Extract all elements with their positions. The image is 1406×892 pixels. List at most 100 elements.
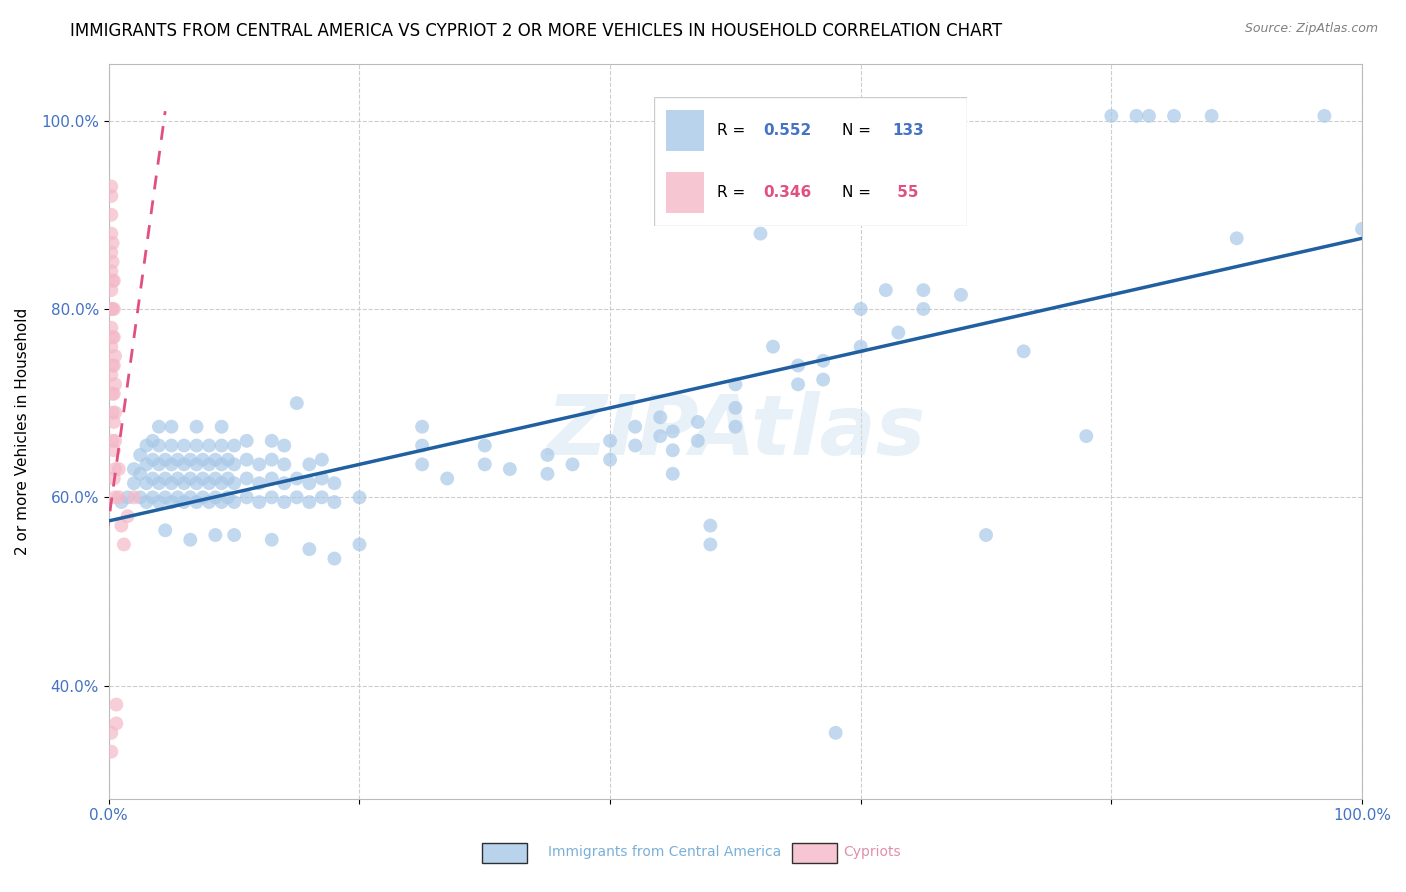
Point (699, 518, 721, 533)
Point (104, 349, 127, 363)
Point (160, 419, 183, 434)
Point (1313, 109, 1336, 123)
Point (824, 726, 846, 740)
Point (100, 208, 122, 222)
Point (912, 283, 935, 297)
Point (875, 283, 897, 297)
Point (105, 698, 128, 712)
Point (179, 491, 201, 505)
Point (155, 452, 177, 467)
Point (311, 452, 333, 467)
Point (148, 495, 170, 509)
Point (191, 491, 214, 505)
Point (224, 528, 246, 542)
Point (173, 458, 195, 472)
Point (155, 491, 177, 505)
Point (105, 716, 128, 731)
Point (148, 458, 170, 472)
Point (624, 438, 647, 452)
Point (142, 471, 165, 485)
Point (724, 401, 747, 415)
Point (599, 452, 621, 467)
Point (101, 274, 124, 288)
Point (247, 458, 270, 472)
Point (101, 359, 124, 373)
Point (661, 425, 683, 439)
Point (179, 533, 201, 547)
Point (650, 410, 672, 425)
Point (101, 301, 124, 316)
Point (160, 495, 183, 509)
Point (104, 377, 127, 392)
Point (699, 537, 721, 551)
Point (298, 542, 321, 557)
Point (100, 264, 122, 278)
Point (155, 524, 177, 538)
Point (129, 491, 152, 505)
Point (298, 458, 321, 472)
Point (100, 227, 122, 241)
Point (349, 537, 371, 551)
Point (1012, 344, 1035, 359)
Point (1201, 109, 1223, 123)
Point (311, 491, 333, 505)
Point (323, 476, 346, 491)
Point (135, 438, 157, 452)
Point (974, 528, 997, 542)
Point (142, 434, 165, 448)
Point (198, 476, 221, 491)
Point (179, 471, 201, 485)
Point (112, 537, 135, 551)
Point (104, 462, 127, 476)
Point (224, 438, 246, 452)
Point (179, 452, 201, 467)
Point (1125, 109, 1147, 123)
Point (273, 476, 295, 491)
Point (260, 471, 283, 485)
Point (135, 458, 157, 472)
Point (101, 330, 124, 344)
Point (661, 467, 683, 481)
Point (142, 491, 165, 505)
Point (186, 419, 208, 434)
Point (101, 255, 124, 269)
Point (811, 353, 834, 368)
Point (474, 438, 496, 452)
Point (762, 340, 785, 354)
Point (1076, 429, 1098, 443)
Point (260, 452, 283, 467)
Point (686, 434, 709, 448)
Point (101, 434, 124, 448)
Point (849, 301, 872, 316)
Point (787, 359, 810, 373)
Point (103, 359, 125, 373)
Point (160, 458, 183, 472)
Point (561, 458, 583, 472)
Point (285, 491, 308, 505)
Point (849, 340, 872, 354)
Point (100, 301, 122, 316)
Point (217, 452, 239, 467)
Y-axis label: 2 or more Vehicles in Household: 2 or more Vehicles in Household (15, 308, 30, 555)
Point (166, 452, 188, 467)
Point (650, 429, 672, 443)
Point (173, 476, 195, 491)
Point (211, 458, 233, 472)
Point (204, 452, 226, 467)
Point (211, 419, 233, 434)
Point (101, 406, 124, 420)
Point (224, 458, 246, 472)
Point (173, 438, 195, 452)
Point (260, 434, 283, 448)
Point (103, 415, 125, 429)
Point (103, 330, 125, 344)
Point (298, 495, 321, 509)
Point (323, 551, 346, 566)
Point (411, 419, 433, 434)
Point (186, 476, 208, 491)
Point (273, 495, 295, 509)
Point (411, 438, 433, 452)
Point (103, 301, 125, 316)
Text: Cypriots: Cypriots (844, 845, 901, 859)
Point (887, 326, 910, 340)
